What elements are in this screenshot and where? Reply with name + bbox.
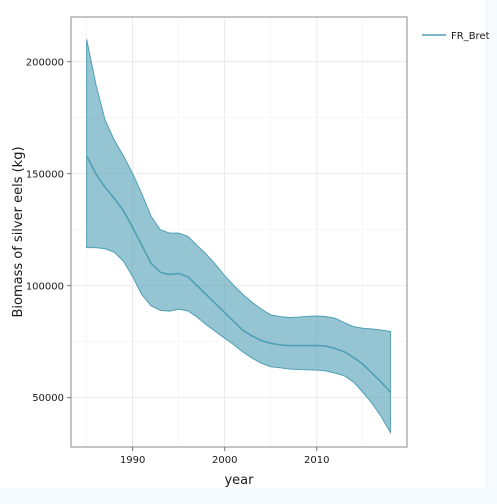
- confidence-ribbon: [86, 39, 391, 435]
- series-layer: [85, 39, 392, 435]
- legend-label-fr-bret: FR_Bret: [451, 31, 490, 42]
- panel-border: [70, 16, 408, 448]
- plot-background: [0, 0, 485, 488]
- legend: FR_Bret: [422, 31, 490, 42]
- x-tick-label: 2010: [304, 455, 329, 466]
- mean-line: [85, 155, 392, 393]
- x-axis-title: year: [224, 473, 254, 488]
- y-tick-label: 200000: [26, 57, 64, 68]
- grid: [71, 17, 407, 447]
- y-tick-label: 150000: [26, 169, 64, 180]
- y-tick-label: 50000: [32, 393, 64, 404]
- axes: 1990 2000 2010 50000 100000 150000 200000: [26, 57, 330, 466]
- x-tick-label: 1990: [120, 455, 145, 466]
- y-tick-label: 100000: [26, 281, 64, 292]
- x-tick-label: 2000: [212, 455, 237, 466]
- y-axis-title: Biomass of silver eels (kg): [11, 146, 26, 317]
